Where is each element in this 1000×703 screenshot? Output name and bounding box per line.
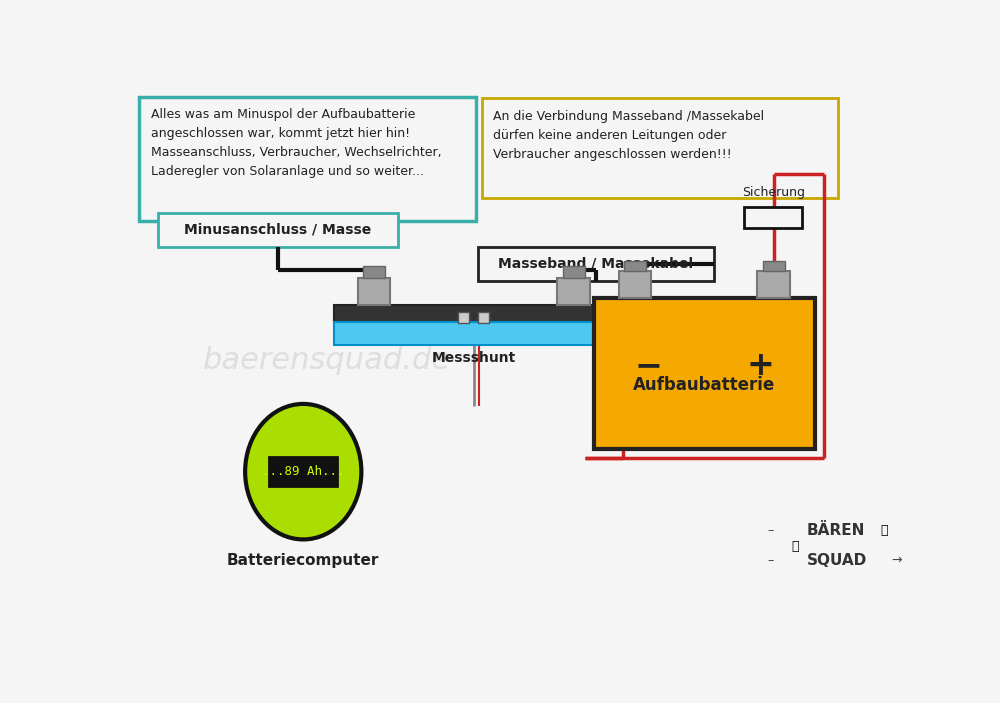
- Text: BÄREN: BÄREN: [807, 524, 865, 538]
- Bar: [763, 261, 785, 271]
- Bar: [482, 98, 838, 198]
- Bar: [269, 457, 337, 486]
- Text: Minusanschluss / Masse: Minusanschluss / Masse: [184, 223, 371, 237]
- Text: SQUAD: SQUAD: [807, 553, 867, 568]
- Bar: [557, 278, 590, 304]
- Ellipse shape: [245, 404, 361, 539]
- Bar: [458, 312, 469, 323]
- Bar: [619, 271, 651, 298]
- Bar: [358, 278, 390, 304]
- Bar: [158, 213, 398, 247]
- Text: ...89 Ah...: ...89 Ah...: [262, 465, 344, 478]
- Bar: [563, 266, 585, 278]
- Bar: [334, 321, 613, 344]
- Text: Sicherung: Sicherung: [742, 186, 805, 200]
- Bar: [363, 266, 385, 278]
- Bar: [139, 97, 476, 221]
- Text: An die Verbindung Masseband /Massekabel
dürfen keine anderen Leitungen oder
Verb: An die Verbindung Masseband /Massekabel …: [493, 110, 764, 161]
- Text: +: +: [747, 349, 774, 382]
- Text: Messshunt: Messshunt: [432, 352, 516, 366]
- Bar: [594, 298, 815, 449]
- Text: –: –: [767, 554, 774, 567]
- Bar: [478, 247, 714, 280]
- Text: 🌳: 🌳: [881, 524, 888, 538]
- Text: 🐾: 🐾: [792, 540, 799, 553]
- Text: Aufbaubatterie: Aufbaubatterie: [633, 376, 775, 394]
- Bar: [757, 271, 790, 298]
- Text: Batteriecomputer: Batteriecomputer: [227, 553, 379, 569]
- Text: Alles was am Minuspol der Aufbaubatterie
angeschlossen war, kommt jetzt hier hin: Alles was am Minuspol der Aufbaubatterie…: [151, 108, 441, 179]
- Bar: [334, 304, 613, 321]
- Text: −: −: [634, 349, 662, 382]
- Text: Masseband / Massekabel: Masseband / Massekabel: [498, 257, 693, 271]
- Text: baerensquad.de: baerensquad.de: [202, 345, 451, 375]
- Text: →: →: [891, 554, 901, 567]
- Bar: [624, 261, 646, 271]
- Bar: [744, 207, 802, 228]
- Text: –: –: [767, 524, 774, 538]
- Bar: [478, 312, 489, 323]
